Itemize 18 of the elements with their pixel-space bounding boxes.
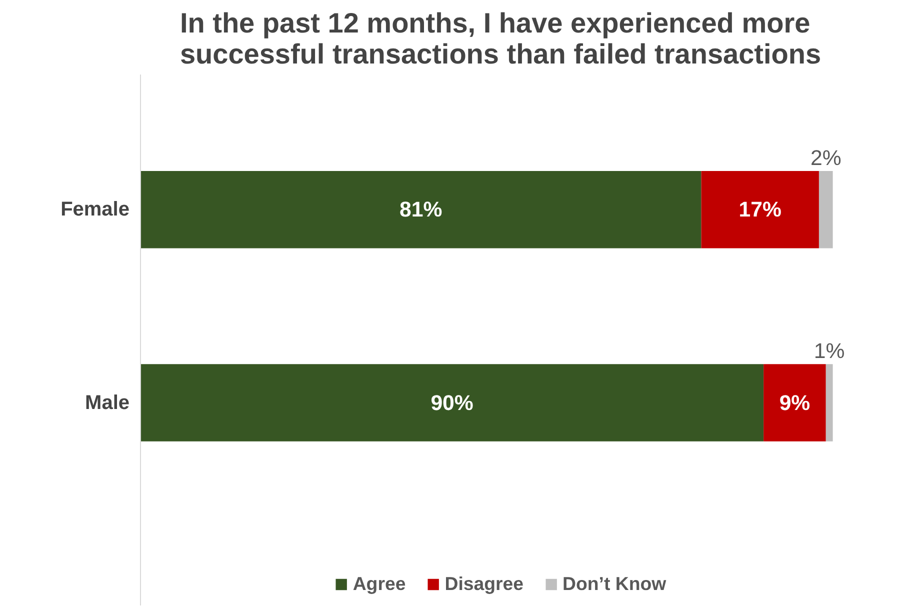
bar [764, 364, 826, 442]
bar [826, 364, 833, 442]
y-tick-label: Female [60, 198, 130, 221]
bar [140, 171, 702, 248]
data-label: 1% [814, 339, 845, 364]
legend-label: Don’t Know [562, 573, 666, 595]
bar [818, 171, 833, 248]
data-label: 17% [738, 198, 782, 222]
bar [701, 171, 819, 248]
y-tick-label: Male [85, 392, 130, 414]
data-label: 2% [810, 146, 842, 170]
bar [140, 364, 764, 442]
data-label: 81% [400, 198, 442, 222]
chart-title: In the past 12 months, I have experienced more successful transactions than failed transactions [180, 8, 822, 70]
legend-label: Agree [352, 573, 406, 595]
data-label: 9% [779, 390, 810, 415]
data-label: 90% [430, 390, 474, 415]
legend-label: Disagree [444, 573, 524, 595]
